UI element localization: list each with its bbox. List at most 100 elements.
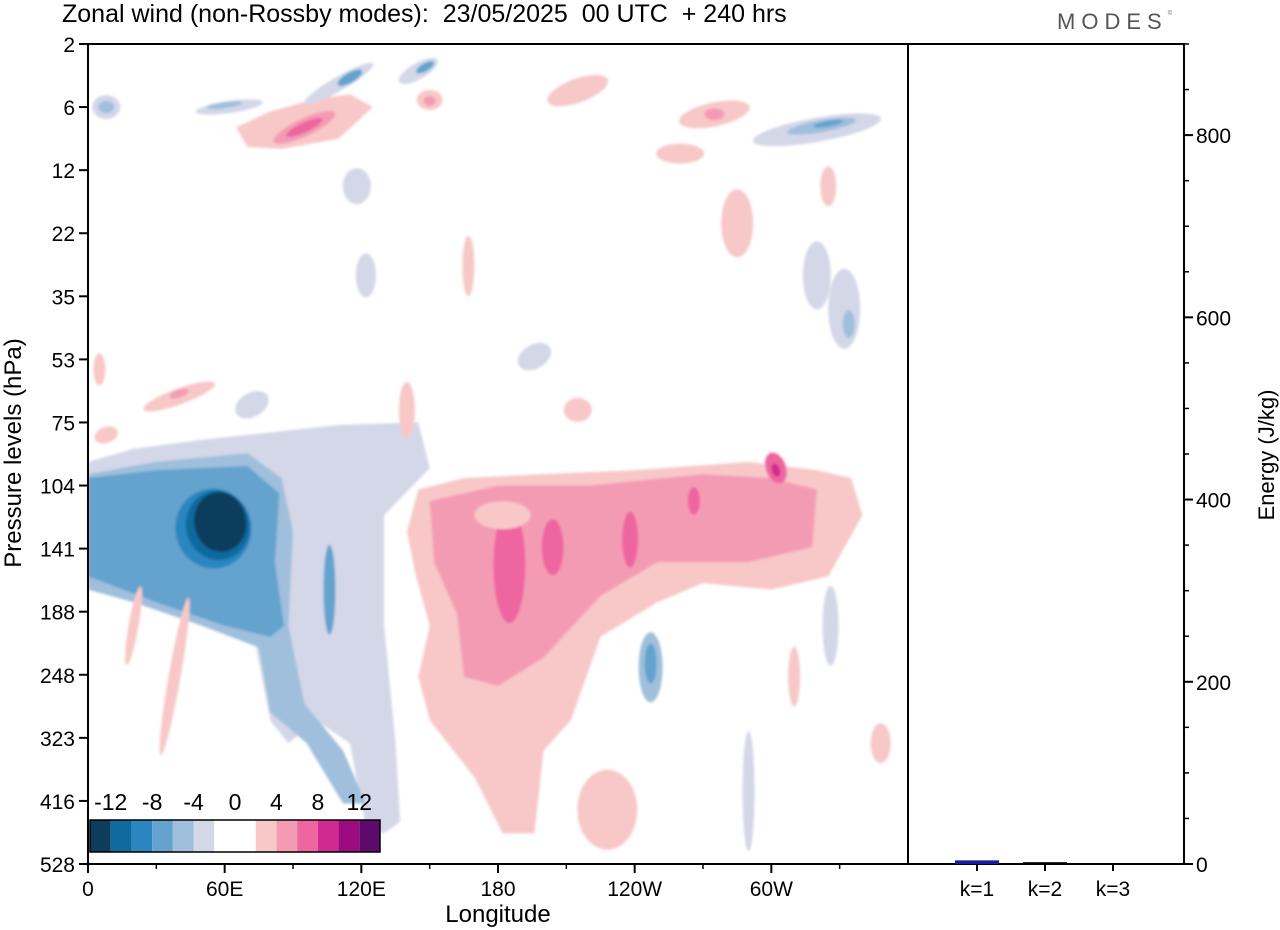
energy-tick-label: 200 bbox=[1196, 672, 1231, 695]
contour-patch bbox=[136, 473, 153, 498]
y-axis-label: Pressure levels (hPa) bbox=[0, 338, 27, 567]
colorbar-swatch bbox=[152, 820, 173, 852]
contour-patch bbox=[704, 108, 725, 121]
y-tick-label: 53 bbox=[52, 349, 75, 372]
contour-patch bbox=[462, 235, 475, 296]
y-tick-label: 528 bbox=[40, 854, 75, 877]
westerly-core bbox=[493, 507, 526, 624]
westerly-core bbox=[771, 463, 781, 477]
contour-patch bbox=[206, 101, 243, 110]
y-tick-label: 2 bbox=[63, 34, 75, 57]
x-axis: 0 60E 120E 180 120W 60W bbox=[82, 864, 841, 901]
contour-field bbox=[88, 57, 891, 852]
contour-patch bbox=[94, 426, 118, 444]
energy-tick-label: 400 bbox=[1196, 490, 1231, 513]
chart-title: Zonal wind (non-Rossby modes): 23/05/202… bbox=[62, 0, 787, 28]
colorbar-swatch bbox=[338, 820, 360, 852]
colorbar: -12 -8 -4 0 4 8 12 bbox=[89, 789, 381, 853]
colorbar-swatch bbox=[110, 820, 132, 852]
y-tick-label: 75 bbox=[52, 412, 75, 435]
energy-tick-label: 0 bbox=[1196, 854, 1208, 877]
contour-patch bbox=[98, 101, 115, 114]
colorbar-swatch bbox=[235, 820, 256, 852]
energy-panel-frame bbox=[907, 43, 1185, 865]
contour-patch bbox=[822, 585, 839, 666]
y-tick-label: 104 bbox=[40, 476, 75, 499]
colorbar-swatch bbox=[359, 820, 380, 852]
energy-tick-label: 600 bbox=[1196, 307, 1231, 330]
contour-patch bbox=[813, 119, 844, 128]
contour-patch bbox=[870, 723, 891, 764]
contour-patch bbox=[423, 96, 436, 107]
y-axis: 2 6 12 22 35 53 75 104 141 188 248 323 416 528 bbox=[40, 34, 88, 877]
contour-patch bbox=[656, 143, 705, 164]
energy-tick-label: 800 bbox=[1196, 125, 1231, 148]
contour-patch bbox=[169, 388, 189, 399]
westerly-core bbox=[622, 511, 639, 568]
colorbar-swatch bbox=[172, 820, 194, 852]
energy-category-label: k=3 bbox=[1096, 878, 1130, 901]
colorbar-swatch bbox=[131, 820, 153, 852]
colorbar-swatch bbox=[214, 820, 235, 852]
contour-patch bbox=[416, 61, 434, 74]
contour-patch bbox=[563, 397, 592, 422]
x-tick-label: 60E bbox=[206, 878, 243, 901]
contour-patch bbox=[577, 769, 638, 850]
contour-patch bbox=[474, 501, 531, 530]
y-tick-label: 6 bbox=[63, 97, 75, 120]
modes-logo: MODES© bbox=[1057, 9, 1173, 34]
contour-patch bbox=[159, 597, 190, 756]
contour-patch bbox=[842, 310, 855, 339]
energy-category-label: k=1 bbox=[960, 878, 994, 901]
contour-patch bbox=[788, 646, 801, 707]
colorbar-label: -4 bbox=[183, 789, 204, 815]
energy-category-label: k=2 bbox=[1028, 878, 1062, 901]
contour-patch bbox=[517, 342, 552, 371]
contour-patch bbox=[235, 390, 269, 419]
colorbar-label: 12 bbox=[346, 789, 372, 815]
westerly-core bbox=[687, 486, 700, 515]
y-tick-label: 188 bbox=[40, 602, 75, 625]
contour-patch bbox=[355, 253, 376, 298]
colorbar-label: 8 bbox=[311, 789, 324, 815]
colorbar-swatch bbox=[90, 820, 111, 852]
easterly-core bbox=[193, 492, 247, 552]
energy-bar-k=3 bbox=[1091, 863, 1135, 865]
y-tick-label: 141 bbox=[40, 539, 75, 562]
contour-patch bbox=[125, 586, 143, 666]
x-tick-label: 120E bbox=[337, 878, 386, 901]
x-axis-label: Longitude bbox=[445, 901, 550, 928]
colorbar-swatch bbox=[297, 820, 318, 852]
y-tick-label: 12 bbox=[52, 160, 75, 183]
energy-axis: 0 200 400 600 800 bbox=[1184, 43, 1231, 877]
y-tick-label: 22 bbox=[52, 223, 75, 246]
y-tick-label: 323 bbox=[40, 728, 75, 751]
contour-patch bbox=[547, 74, 609, 107]
contour-patch bbox=[398, 381, 415, 438]
y-tick-label: 35 bbox=[52, 286, 75, 309]
x-tick-label: 60W bbox=[750, 878, 793, 901]
colorbar-swatch bbox=[317, 820, 339, 852]
x-tick-label: 120W bbox=[607, 878, 662, 901]
westerly-core bbox=[541, 519, 564, 576]
colorbar-frame bbox=[89, 819, 381, 853]
energy-bar-k=2 bbox=[1023, 862, 1067, 864]
contour-patch bbox=[802, 241, 831, 310]
y-tick-label: 416 bbox=[40, 791, 75, 814]
x-tick-label: 0 bbox=[82, 878, 94, 901]
energy-bars: k=1 k=2 k=3 bbox=[955, 860, 1135, 901]
colorbar-label: 0 bbox=[229, 789, 242, 815]
contour-patch bbox=[323, 544, 336, 635]
energy-bar-k=1 bbox=[955, 860, 999, 864]
contour-patch bbox=[93, 353, 106, 386]
colorbar-label: 4 bbox=[270, 789, 283, 815]
x-tick-label: 180 bbox=[480, 878, 515, 901]
contour-patch bbox=[644, 643, 657, 684]
contour-patch bbox=[742, 731, 755, 852]
contour-patch bbox=[721, 189, 754, 258]
colorbar-swatch bbox=[255, 820, 277, 852]
stratospheric-band bbox=[286, 117, 323, 137]
colorbar-label: -12 bbox=[94, 789, 127, 815]
westerly-region bbox=[429, 474, 817, 686]
